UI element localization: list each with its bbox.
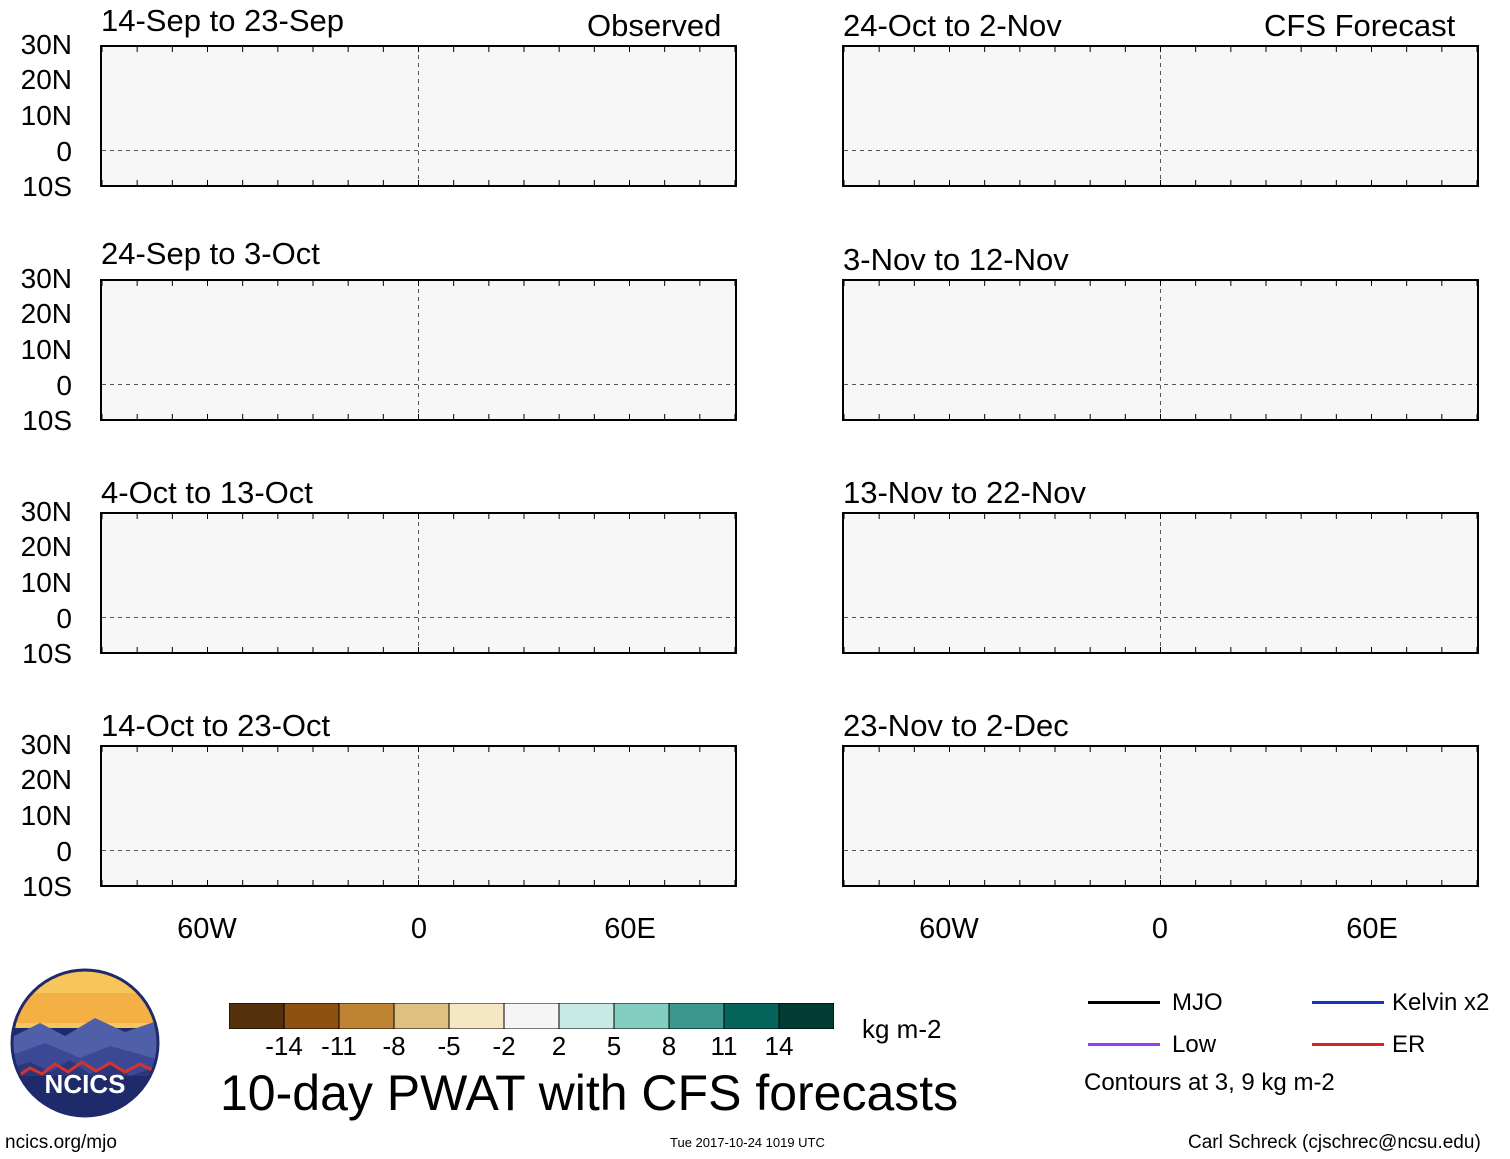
y-label-20n: 20N <box>20 531 72 562</box>
colorbar-swatch <box>228 1002 285 1030</box>
colorbar-swatch <box>393 1002 450 1030</box>
panel-title-obs-4: 14-Oct to 23-Oct <box>101 708 331 743</box>
y-label-10n: 10N <box>20 800 72 831</box>
panel-title-obs-2: 24-Sep to 3-Oct <box>101 236 320 271</box>
x-label-60e: 60E <box>604 913 656 945</box>
map-graticule <box>844 514 1477 652</box>
map-panel-obs-1 <box>100 45 737 187</box>
y-label-10n: 10N <box>20 334 72 365</box>
y-label-30n: 30N <box>20 29 72 60</box>
map-graticule <box>102 281 735 419</box>
y-label-20n: 20N <box>20 764 72 795</box>
y-label-10s: 10S <box>22 405 72 436</box>
legend-line-kelvin <box>1312 1001 1384 1004</box>
legend-line-mjo <box>1088 1001 1160 1004</box>
panel-title-fc-4: 23-Nov to 2-Dec <box>843 708 1069 743</box>
colorbar <box>228 1002 835 1030</box>
panel-title-fc-3: 13-Nov to 22-Nov <box>843 475 1086 510</box>
colorbar-tick-label: -5 <box>437 1031 461 1061</box>
map-panel-fc-3 <box>842 512 1479 654</box>
legend-label-mjo: MJO <box>1172 989 1223 1016</box>
y-label-0: 0 <box>56 370 72 401</box>
map-graticule <box>102 47 735 185</box>
x-label-60w: 60W <box>919 913 979 945</box>
colorbar-tick-label: 8 <box>661 1031 677 1061</box>
y-label-20n: 20N <box>20 64 72 95</box>
map-graticule <box>102 747 735 885</box>
footer-url: ncics.org/mjo <box>5 1132 117 1153</box>
panel-title-fc-1: 24-Oct to 2-Nov <box>843 8 1062 43</box>
cfs-forecast-header: CFS Forecast <box>1264 8 1456 43</box>
y-label-10n: 10N <box>20 100 72 131</box>
footer-timestamp: Tue 2017-10-24 1019 UTC <box>670 1135 825 1150</box>
map-panel-obs-4 <box>100 745 737 887</box>
legend-label-kelvin: Kelvin x2 <box>1392 989 1490 1016</box>
colorbar-swatch <box>668 1002 725 1030</box>
legend-note: Contours at 3, 9 kg m-2 <box>1084 1069 1335 1096</box>
main-title: 10-day PWAT with CFS forecasts <box>220 1065 959 1121</box>
y-label-30n: 30N <box>20 729 72 760</box>
map-graticule <box>844 747 1477 885</box>
footer-credit: Carl Schreck (cjschrec@ncsu.edu) <box>1188 1132 1481 1153</box>
y-label-0: 0 <box>56 603 72 634</box>
colorbar-swatch <box>558 1002 615 1030</box>
map-panel-obs-3 <box>100 512 737 654</box>
map-graticule <box>844 281 1477 419</box>
ncics-logo-graphic <box>10 968 160 1118</box>
y-label-30n: 30N <box>20 263 72 294</box>
legend-label-low: Low <box>1172 1031 1217 1058</box>
colorbar-tick-label: 14 <box>764 1031 794 1061</box>
colorbar-swatch <box>503 1002 560 1030</box>
y-label-10s: 10S <box>22 171 72 202</box>
colorbar-swatch <box>283 1002 340 1030</box>
colorbar-tick-label: 2 <box>551 1031 567 1061</box>
legend-line-er <box>1312 1043 1384 1046</box>
map-graticule <box>844 47 1477 185</box>
y-label-0: 0 <box>56 836 72 867</box>
ncics-logo: NCICS <box>10 968 160 1118</box>
legend-line-low <box>1088 1043 1160 1046</box>
colorbar-tick-label: 5 <box>606 1031 622 1061</box>
colorbar-swatch <box>613 1002 670 1030</box>
panel-title-obs-3: 4-Oct to 13-Oct <box>101 475 313 510</box>
map-graticule <box>102 514 735 652</box>
logo-text: NCICS <box>44 1069 126 1099</box>
colorbar-swatches <box>228 1002 835 1030</box>
colorbar-tick-label: -8 <box>382 1031 406 1061</box>
colorbar-swatch <box>778 1002 835 1030</box>
x-label-60e: 60E <box>1346 913 1398 945</box>
y-label-30n: 30N <box>20 496 72 527</box>
colorbar-tick-label: -14 <box>265 1031 303 1061</box>
map-panel-obs-2 <box>100 279 737 421</box>
panel-title-obs-1: 14-Sep to 23-Sep <box>101 3 345 38</box>
y-label-20n: 20N <box>20 298 72 329</box>
y-label-10s: 10S <box>22 871 72 902</box>
y-label-0: 0 <box>56 136 72 167</box>
map-panel-fc-1 <box>842 45 1479 187</box>
panel-title-fc-2: 3-Nov to 12-Nov <box>843 242 1069 277</box>
map-panel-fc-4 <box>842 745 1479 887</box>
colorbar-swatch <box>448 1002 505 1030</box>
x-label-0: 0 <box>410 913 428 945</box>
x-label-0: 0 <box>1151 913 1169 945</box>
x-label-60w: 60W <box>177 913 237 945</box>
colorbar-tick-label: 11 <box>710 1031 738 1061</box>
map-panel-fc-2 <box>842 279 1479 421</box>
observed-header: Observed <box>587 8 722 43</box>
colorbar-swatch <box>338 1002 395 1030</box>
colorbar-tick-label: -2 <box>492 1031 516 1061</box>
colorbar-swatch <box>723 1002 780 1030</box>
y-label-10s: 10S <box>22 638 72 669</box>
legend-label-er: ER <box>1392 1031 1426 1058</box>
colorbar-tick-label: -11 <box>321 1031 357 1061</box>
colorbar-units: kg m-2 <box>862 1014 942 1044</box>
y-label-10n: 10N <box>20 567 72 598</box>
